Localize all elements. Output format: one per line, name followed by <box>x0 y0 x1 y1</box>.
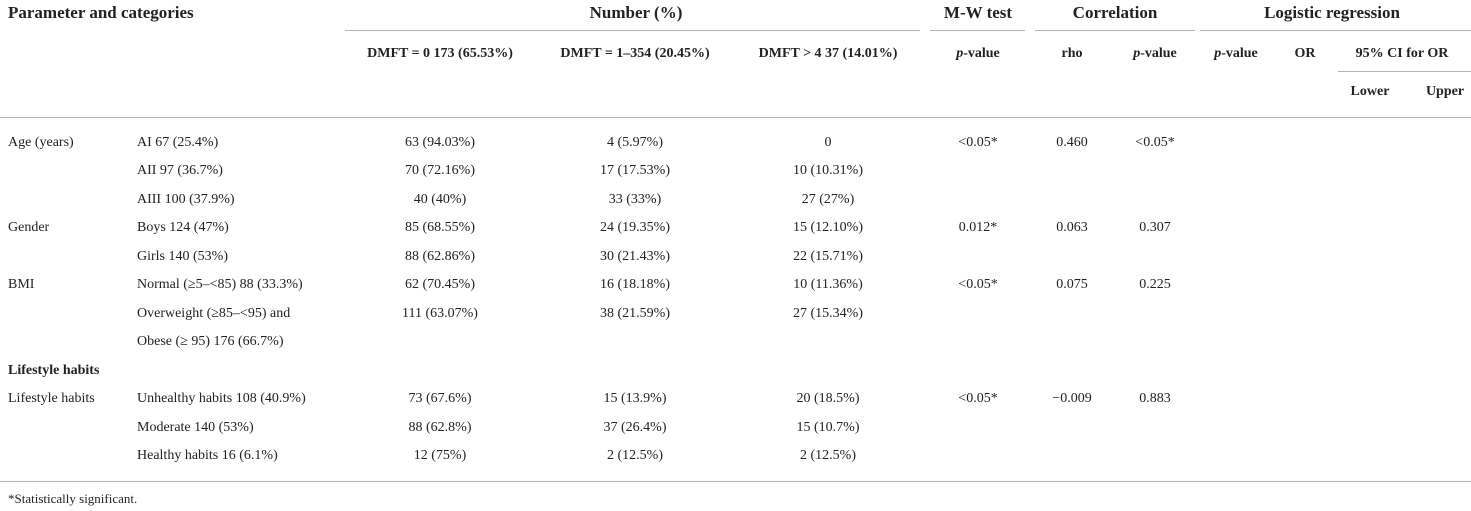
subheader-rho: rho <box>1061 46 1083 61</box>
header-mw-test: M-W test <box>943 3 1013 22</box>
cell-dmft-1-3: 37 (26.4%) <box>603 420 667 435</box>
rule-table-bottom <box>0 481 1471 482</box>
category-label: AIII 100 (37.9%) <box>137 192 235 207</box>
cell-rho: 0.063 <box>1056 220 1088 235</box>
cell-dmft-0: 88 (62.86%) <box>405 249 475 264</box>
header-logistic-regression: Logistic regression <box>1264 3 1400 22</box>
cell-dmft-0: 73 (67.6%) <box>408 391 472 406</box>
cell-mw-p: 0.012* <box>958 220 998 235</box>
subheader-mw-p-value: p-value <box>956 46 1000 61</box>
cell-dmft-1-3: 16 (18.18%) <box>600 277 670 292</box>
cell-rho: 0.460 <box>1056 135 1088 150</box>
cell-dmft-1-3: 38 (21.59%) <box>600 306 670 321</box>
header-number-percent: Number (%) <box>589 3 683 22</box>
category-label: Healthy habits 16 (6.1%) <box>137 448 278 463</box>
subheader-lower: Lower <box>1350 84 1390 99</box>
subheader-upper: Upper <box>1425 84 1465 99</box>
cell-dmft-gt-4: 10 (11.36%) <box>793 277 863 292</box>
param-gender: Gender <box>8 220 50 235</box>
subheader-or: OR <box>1294 46 1316 61</box>
category-label: Overweight (≥85–<95) and <box>137 306 291 321</box>
cell-dmft-1-3: 17 (17.53%) <box>600 163 670 178</box>
cell-rho: 0.075 <box>1056 277 1088 292</box>
param-age: Age (years) <box>8 135 74 150</box>
category-label: AI 67 (25.4%) <box>137 135 219 150</box>
cell-dmft-gt-4: 15 (12.10%) <box>793 220 863 235</box>
category-label: Obese (≥ 95) 176 (66.7%) <box>137 334 284 349</box>
cell-rho: −0.009 <box>1052 391 1092 406</box>
cell-dmft-0: 111 (63.07%) <box>402 306 478 321</box>
cell-mw-p: <0.05* <box>958 277 998 292</box>
cell-mw-p: <0.05* <box>958 135 998 150</box>
header-correlation: Correlation <box>1072 3 1158 22</box>
cell-dmft-0: 40 (40%) <box>413 192 467 207</box>
cell-dmft-0: 85 (68.55%) <box>405 220 475 235</box>
category-label: Normal (≥5–<85) 88 (33.3%) <box>137 277 303 292</box>
cell-dmft-gt-4: 27 (15.34%) <box>793 306 863 321</box>
rule-corr-group <box>1035 30 1195 31</box>
category-label: Moderate 140 (53%) <box>137 420 254 435</box>
cell-dmft-0: 70 (72.16%) <box>405 163 475 178</box>
cell-dmft-gt-4: 15 (10.7%) <box>796 420 860 435</box>
param-bmi: BMI <box>8 277 35 292</box>
footnote: *Statistically significant. <box>8 491 138 506</box>
rule-ci-group <box>1338 71 1471 72</box>
cell-corr-p: <0.05* <box>1135 135 1175 150</box>
cell-dmft-0: 88 (62.8%) <box>408 420 472 435</box>
subheader-lr-p-value: p-value <box>1214 46 1258 61</box>
cell-corr-p: 0.883 <box>1139 391 1171 406</box>
cell-dmft-gt-4: 20 (18.5%) <box>796 391 860 406</box>
category-label: Unhealthy habits 108 (40.9%) <box>137 391 306 406</box>
cell-dmft-1-3: 15 (13.9%) <box>603 391 667 406</box>
cell-corr-p: 0.307 <box>1139 220 1171 235</box>
rule-logreg-group <box>1200 30 1471 31</box>
rule-mw-group <box>930 30 1025 31</box>
cell-dmft-gt-4: 22 (15.71%) <box>793 249 863 264</box>
subheader-dmft-gt-4: DMFT > 4 37 (14.01%) <box>758 46 898 61</box>
cell-dmft-gt-4: 10 (10.31%) <box>793 163 863 178</box>
category-label: Girls 140 (53%) <box>137 249 228 264</box>
cell-dmft-gt-4: 2 (12.5%) <box>800 448 856 463</box>
cell-dmft-1-3: 30 (21.43%) <box>600 249 670 264</box>
header-parameter-and-categories: Parameter and categories <box>8 3 194 22</box>
cell-dmft-1-3: 24 (19.35%) <box>600 220 670 235</box>
category-label: AII 97 (36.7%) <box>137 163 223 178</box>
cell-dmft-gt-4: 0 <box>824 135 832 150</box>
category-label: Boys 124 (47%) <box>137 220 229 235</box>
param-lifestyle: Lifestyle habits <box>8 391 95 406</box>
cell-dmft-1-3: 33 (33%) <box>608 192 662 207</box>
cell-dmft-0: 63 (94.03%) <box>405 135 475 150</box>
section-lifestyle-habits: Lifestyle habits <box>8 363 100 378</box>
rule-header-bottom <box>0 117 1471 118</box>
subheader-corr-p-value: p-value <box>1133 46 1177 61</box>
cell-dmft-1-3: 4 (5.97%) <box>607 135 663 150</box>
cell-dmft-1-3: 2 (12.5%) <box>607 448 663 463</box>
subheader-dmft-1-3: DMFT = 1–354 (20.45%) <box>560 46 710 61</box>
subheader-dmft-0: DMFT = 0 173 (65.53%) <box>367 46 513 61</box>
cell-dmft-0: 62 (70.45%) <box>405 277 475 292</box>
rule-number-group <box>345 30 920 31</box>
cell-dmft-0: 12 (75%) <box>413 448 467 463</box>
cell-dmft-gt-4: 27 (27%) <box>801 192 855 207</box>
cell-mw-p: <0.05* <box>958 391 998 406</box>
cell-corr-p: 0.225 <box>1139 277 1171 292</box>
subheader-95-ci: 95% CI for OR <box>1355 46 1449 61</box>
